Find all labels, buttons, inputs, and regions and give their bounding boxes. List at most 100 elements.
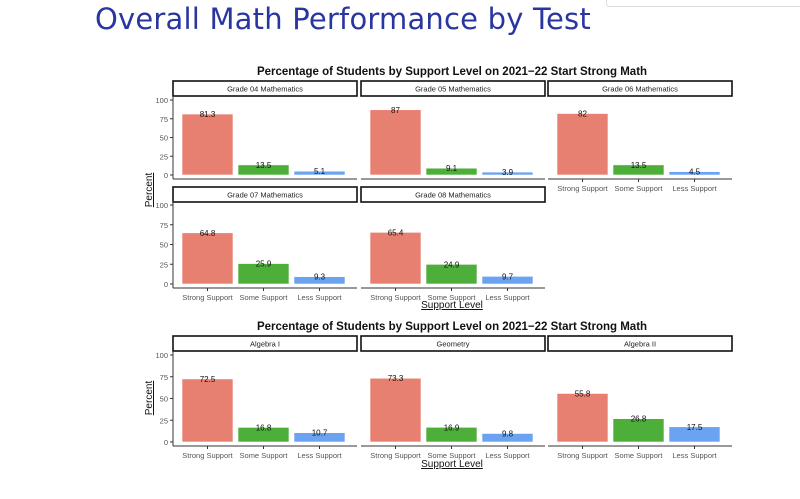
- bar-some-support: [425, 264, 478, 285]
- facet-strip: [172, 186, 358, 203]
- bar-value-label: 87: [391, 106, 400, 115]
- x-tick-label: Strong Support: [182, 293, 233, 302]
- bar-value-label: 82: [578, 110, 587, 119]
- facet-strip: [360, 335, 546, 352]
- bar-some-support: [237, 263, 290, 285]
- facet-strip: [360, 80, 546, 97]
- bar-value-label: 17.5: [687, 423, 703, 432]
- y-tick-label: 75: [160, 373, 168, 382]
- bar-some-support: [237, 427, 290, 443]
- bar-strong-support: [181, 113, 234, 176]
- facet-label: Geometry: [437, 340, 470, 349]
- bar-value-label: 4.5: [689, 168, 701, 177]
- x-axis-title: Support Level: [421, 459, 483, 470]
- facet-strip: [547, 335, 733, 352]
- facet-strip: [360, 186, 546, 203]
- y-tick-label: 50: [160, 395, 168, 404]
- chart-title: Percentage of Students by Support Level …: [257, 321, 647, 333]
- bar-value-label: 9.8: [502, 429, 514, 438]
- x-tick-label: Less Support: [297, 451, 342, 460]
- x-tick-label: Strong Support: [370, 293, 421, 302]
- y-tick-label: 75: [160, 115, 168, 124]
- bar-value-label: 26.8: [631, 415, 647, 424]
- facet-label: Algebra II: [624, 340, 656, 349]
- y-tick-label: 100: [155, 351, 168, 360]
- x-tick-label: Strong Support: [182, 451, 233, 460]
- y-tick-label: 100: [155, 96, 168, 105]
- bar-value-label: 72.5: [200, 375, 216, 384]
- bar-value-label: 5.1: [314, 167, 326, 176]
- x-tick-label: Some Support: [428, 293, 477, 302]
- bar-some-support: [425, 426, 478, 443]
- x-axis-title: Support Level: [421, 300, 483, 311]
- bar-value-label: 13.5: [631, 161, 647, 170]
- bar-some-support: [612, 164, 665, 176]
- facet-label: Algebra I: [250, 340, 280, 349]
- bar-strong-support: [556, 393, 609, 443]
- y-tick-label: 50: [160, 134, 168, 143]
- y-tick-label: 0: [164, 280, 168, 289]
- bar-strong-support: [369, 377, 422, 443]
- bar-less-support: [481, 433, 534, 443]
- bar-value-label: 25.9: [256, 260, 272, 269]
- y-tick-label: 100: [155, 201, 168, 210]
- bar-value-label: 16.9: [444, 423, 460, 432]
- bar-strong-support: [181, 232, 234, 285]
- y-axis-title: Percent: [144, 173, 155, 208]
- bar-less-support: [668, 171, 721, 176]
- x-tick-label: Less Support: [485, 293, 530, 302]
- bar-less-support: [481, 171, 534, 176]
- x-tick-label: Some Support: [240, 293, 289, 302]
- facet-label: Grade 05 Mathematics: [415, 85, 491, 94]
- x-tick-label: Less Support: [672, 184, 717, 193]
- slide-title: Overall Math Performance by Test: [95, 2, 591, 36]
- bar-some-support: [612, 418, 665, 443]
- bar-less-support: [293, 276, 346, 285]
- bar-less-support: [668, 426, 721, 443]
- x-tick-label: Some Support: [240, 451, 289, 460]
- bar-value-label: 65.4: [388, 228, 404, 237]
- window-edge: [606, 0, 800, 7]
- y-tick-label: 25: [160, 416, 168, 425]
- bar-value-label: 9.7: [502, 272, 514, 281]
- bar-value-label: 55.8: [575, 389, 591, 398]
- bar-strong-support: [181, 378, 234, 443]
- facet-label: Grade 07 Mathematics: [227, 191, 303, 200]
- bar-value-label: 16.8: [256, 423, 272, 432]
- x-tick-label: Less Support: [485, 451, 530, 460]
- x-tick-label: Some Support: [615, 451, 664, 460]
- bar-value-label: 24.9: [444, 260, 460, 269]
- x-tick-label: Strong Support: [557, 451, 608, 460]
- bar-value-label: 9.1: [446, 164, 458, 173]
- y-tick-label: 75: [160, 221, 168, 230]
- x-tick-label: Some Support: [428, 451, 477, 460]
- y-tick-label: 25: [160, 152, 168, 161]
- bar-value-label: 64.8: [200, 229, 216, 238]
- bar-value-label: 3.9: [502, 168, 514, 177]
- bar-less-support: [293, 170, 346, 176]
- bar-value-label: 9.3: [314, 273, 326, 282]
- facet-strip: [547, 80, 733, 97]
- chart-title: Percentage of Students by Support Level …: [257, 66, 647, 78]
- facet-label: Grade 08 Mathematics: [415, 191, 491, 200]
- y-tick-label: 0: [164, 171, 168, 180]
- bar-less-support: [293, 432, 346, 443]
- facet-label: Grade 06 Mathematics: [602, 85, 678, 94]
- facet-strip: [172, 80, 358, 97]
- x-tick-label: Less Support: [297, 293, 342, 302]
- x-tick-label: Strong Support: [370, 451, 421, 460]
- bar-less-support: [481, 276, 534, 285]
- bar-value-label: 10.7: [312, 429, 328, 438]
- bar-value-label: 13.5: [256, 161, 272, 170]
- bar-value-label: 73.3: [388, 374, 404, 383]
- bar-strong-support: [556, 113, 609, 176]
- bar-strong-support: [369, 109, 422, 176]
- y-tick-label: 25: [160, 260, 168, 269]
- x-tick-label: Some Support: [615, 184, 664, 193]
- bar-strong-support: [369, 232, 422, 285]
- y-tick-label: 0: [164, 438, 168, 447]
- bar-some-support: [237, 164, 290, 176]
- y-tick-label: 50: [160, 241, 168, 250]
- x-tick-label: Strong Support: [557, 184, 608, 193]
